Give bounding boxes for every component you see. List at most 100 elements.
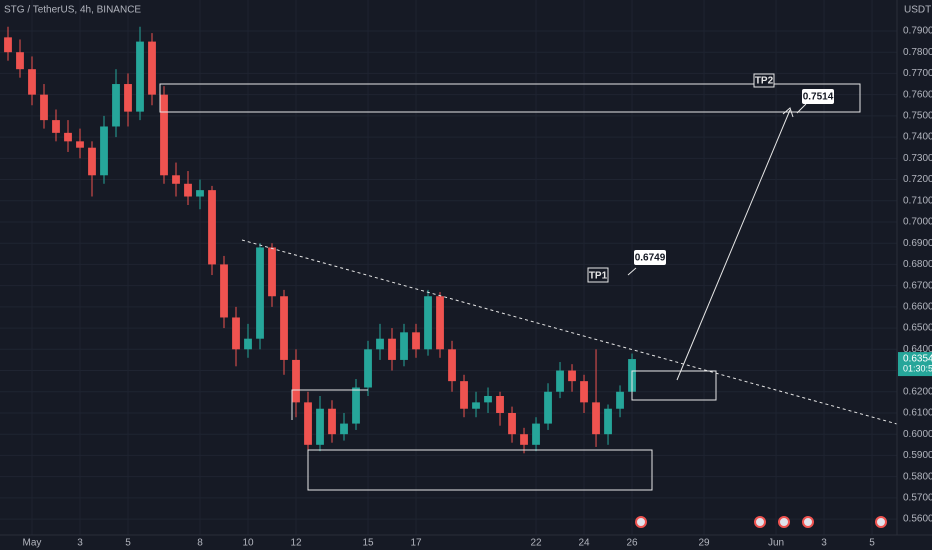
y-tick-label: 0.6400 xyxy=(903,344,932,355)
y-tick-label: 0.6700 xyxy=(903,280,932,291)
label-box xyxy=(802,89,834,104)
event-icon[interactable] xyxy=(635,516,647,528)
candle-body xyxy=(76,141,84,148)
y-tick-label: 0.5800 xyxy=(903,471,932,482)
candle-body xyxy=(340,423,348,435)
x-tick-label: 3 xyxy=(77,538,83,549)
countdown: 01:30:53 xyxy=(903,363,932,373)
y-tick-label: 0.6000 xyxy=(903,429,932,440)
candle-body xyxy=(196,190,204,197)
candle-body xyxy=(160,94,168,176)
candle-body xyxy=(484,395,492,403)
candle-body xyxy=(544,391,552,424)
annotation: TP1 xyxy=(589,271,608,282)
y-tick-label: 0.7000 xyxy=(903,217,932,228)
candle-body xyxy=(556,370,564,392)
event-icon[interactable] xyxy=(875,516,887,528)
candle-body xyxy=(172,175,180,184)
x-tick-label: 8 xyxy=(197,538,203,549)
y-tick-label: 0.6500 xyxy=(903,323,932,334)
candle-body xyxy=(592,402,600,435)
event-icon[interactable] xyxy=(802,516,814,528)
candles xyxy=(4,26,636,458)
candle-body xyxy=(40,94,48,121)
x-tick-label: 26 xyxy=(626,538,638,549)
annotation: 0.7514 xyxy=(803,92,834,103)
x-tick-label: 5 xyxy=(869,538,875,549)
candle-body xyxy=(256,247,264,339)
candle-body xyxy=(388,338,396,360)
callout-line xyxy=(627,267,637,276)
y-tick-label: 0.7400 xyxy=(903,132,932,143)
event-icon[interactable] xyxy=(778,516,790,528)
x-tick-label: 5 xyxy=(125,538,131,549)
arrow-head xyxy=(782,107,794,118)
candle-body xyxy=(364,349,372,388)
y-tick-label: 0.7100 xyxy=(903,195,932,206)
grid xyxy=(0,0,897,535)
x-tick-label: 12 xyxy=(290,538,302,549)
x-tick-label: May xyxy=(23,538,42,549)
candle-body xyxy=(292,359,300,403)
event-icons xyxy=(635,516,887,528)
y-tick-label: 0.6100 xyxy=(903,408,932,419)
x-tick-label: 29 xyxy=(698,538,710,549)
candle-body xyxy=(136,41,144,112)
y-tick-label: 0.5700 xyxy=(903,493,932,504)
candle-body xyxy=(100,126,108,176)
candle-body xyxy=(4,37,12,53)
y-tick-label: 0.6600 xyxy=(903,302,932,313)
candle-body xyxy=(328,408,336,435)
candle-body xyxy=(436,296,444,350)
candle-body xyxy=(568,370,576,382)
breakout-zone xyxy=(631,370,717,401)
range-line xyxy=(291,389,368,420)
target-arrow xyxy=(676,109,791,381)
y-tick-label: 0.7200 xyxy=(903,174,932,185)
y-tick-label: 0.5600 xyxy=(903,514,932,525)
candle-body xyxy=(520,434,528,445)
candle-body xyxy=(448,349,456,382)
candle-body xyxy=(112,84,120,127)
candle-body xyxy=(460,381,468,409)
candle-body xyxy=(184,183,192,197)
candle-body xyxy=(88,147,96,176)
candle-body xyxy=(424,296,432,350)
chart-title: STG / TetherUS, 4h, BINANCE xyxy=(4,5,141,16)
candle-body xyxy=(604,408,612,435)
y-tick-label: 0.7600 xyxy=(903,89,932,100)
trend-line xyxy=(241,239,898,425)
price-tag xyxy=(898,352,932,377)
candle-body xyxy=(64,132,72,142)
candle-body xyxy=(232,317,240,350)
y-tick-label: 0.7500 xyxy=(903,111,932,122)
x-tick-label: 24 xyxy=(578,538,590,549)
candle-body xyxy=(496,395,504,413)
candle-body xyxy=(280,296,288,360)
y-tick-label: 0.7800 xyxy=(903,47,932,58)
y-tick-label: 0.7900 xyxy=(903,26,932,37)
axis-unit: USDT xyxy=(904,5,931,16)
candle-body xyxy=(400,332,408,360)
candle-body xyxy=(580,381,588,403)
x-tick-label: 22 xyxy=(530,538,542,549)
y-tick-label: 0.5900 xyxy=(903,450,932,461)
candle-body xyxy=(16,52,24,70)
x-tick-label: 15 xyxy=(362,538,374,549)
candle-body xyxy=(244,338,252,350)
y-tick-label: 0.7700 xyxy=(903,68,932,79)
label-box xyxy=(634,250,666,265)
candle-body xyxy=(148,41,156,95)
x-tick-label: 3 xyxy=(821,538,827,549)
event-icon[interactable] xyxy=(754,516,766,528)
x-tick-label: Jun xyxy=(768,538,784,549)
candle-body xyxy=(124,84,132,112)
y-tick-label: 0.6900 xyxy=(903,238,932,249)
annotation: 0.6749 xyxy=(635,253,666,264)
label-box xyxy=(587,267,609,283)
candle-body xyxy=(28,69,36,95)
candle-body xyxy=(616,391,624,409)
candle-body xyxy=(376,338,384,350)
candle-body xyxy=(304,402,312,445)
